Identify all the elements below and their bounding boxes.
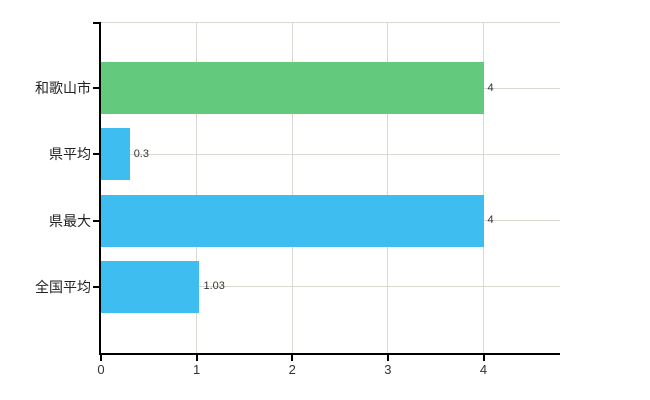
plot-area: 4 和歌山市 0.3 県平均 4 県最大 1.03 全国平均 0 1 2 3 4 <box>35 22 560 376</box>
x-axis-tick <box>386 355 389 361</box>
value-label: 1.03 <box>203 280 225 293</box>
x-axis-tick <box>100 355 102 361</box>
bar <box>101 62 484 115</box>
gridline-horizontal <box>101 153 560 155</box>
y-axis-line <box>99 22 101 355</box>
gridline-vertical <box>291 22 293 353</box>
value-label: 0.3 <box>133 147 149 160</box>
x-tick-label: 2 <box>288 362 296 377</box>
value-label: 4 <box>487 214 494 227</box>
gridline-vertical <box>196 22 198 353</box>
y-axis-tick-top <box>93 22 99 24</box>
x-axis-tick <box>482 355 485 361</box>
bar <box>101 128 130 181</box>
value-label: 4 <box>487 81 494 94</box>
gridline-horizontal-top <box>101 22 560 23</box>
bar <box>101 260 200 313</box>
gridline-vertical <box>387 22 389 353</box>
bar <box>101 194 484 247</box>
x-tick-label: 4 <box>479 362 488 377</box>
y-axis-tick <box>93 87 99 90</box>
category-label: 和歌山市 <box>35 80 91 97</box>
x-axis-tick <box>291 355 294 361</box>
gridline-horizontal <box>101 286 560 288</box>
x-axis-line <box>99 353 560 355</box>
x-axis-tick <box>195 355 198 361</box>
category-label: 県最大 <box>49 212 91 229</box>
x-tick-label: 1 <box>193 362 201 377</box>
category-label: 全国平均 <box>35 278 91 295</box>
category-label: 県平均 <box>49 146 91 163</box>
x-tick-label: 0 <box>97 362 105 377</box>
x-tick-label: 3 <box>384 362 392 377</box>
y-axis-tick <box>93 285 99 288</box>
y-axis-tick <box>93 153 99 156</box>
gridline-vertical <box>483 22 484 353</box>
y-axis-tick <box>93 219 99 222</box>
